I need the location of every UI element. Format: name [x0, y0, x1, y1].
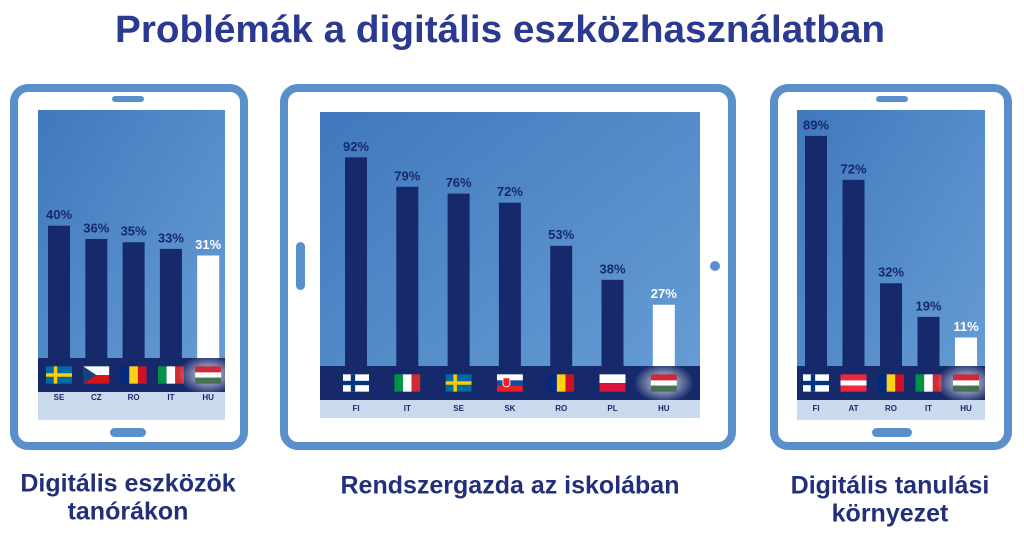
category-label: AT [848, 404, 858, 413]
tablet-buttons [110, 96, 912, 437]
value-label: 79% [394, 168, 420, 183]
bar [85, 238, 108, 358]
bar [447, 193, 470, 366]
category-label: CZ [91, 393, 102, 402]
flag [599, 374, 626, 392]
category-label: IT [404, 404, 411, 413]
flag [120, 366, 147, 384]
chart-caption: Digitális eszközök [20, 470, 235, 498]
category-label: RO [128, 393, 140, 402]
value-label: 32% [878, 265, 904, 280]
flag [548, 374, 575, 392]
value-label: 38% [599, 261, 625, 276]
flag [445, 374, 472, 392]
value-label: 35% [121, 224, 147, 239]
page-title: Problémák a digitális eszközhasználatban [115, 9, 885, 51]
flag [496, 374, 523, 392]
category-label: HU [960, 404, 972, 413]
flag [840, 374, 867, 392]
flag [343, 374, 369, 392]
category-label: PL [607, 404, 617, 413]
label-strips [38, 392, 985, 420]
flag [195, 366, 222, 384]
value-label: 33% [158, 230, 184, 245]
charts: 40% SE 36% CZ 35% RO 33% IT 31% HU Digitális eszkö… [20, 117, 996, 528]
value-label: 92% [343, 139, 369, 154]
value-label: 72% [840, 161, 866, 176]
value-label: 89% [803, 117, 829, 132]
category-label: RO [885, 404, 897, 413]
bar [652, 304, 675, 366]
chart-caption: tanórákon [68, 498, 189, 526]
value-label: 53% [548, 227, 574, 242]
flag [394, 374, 421, 392]
bar [805, 135, 827, 366]
flag [953, 374, 979, 392]
value-label: 31% [195, 237, 221, 252]
bar [159, 248, 182, 358]
bar [601, 279, 624, 366]
bar [396, 186, 419, 366]
bar [842, 179, 865, 366]
value-label: 40% [46, 207, 72, 222]
flag [878, 374, 904, 392]
tablet-frames [10, 84, 1012, 450]
category-label: FI [812, 404, 819, 413]
bar [498, 202, 521, 366]
bar [345, 157, 367, 366]
chart-caption: Digitális tanulási [791, 472, 990, 500]
category-label: SE [54, 393, 65, 402]
flag [803, 374, 829, 392]
category-label: SK [504, 404, 515, 413]
category-label: IT [925, 404, 932, 413]
category-label: RO [555, 404, 567, 413]
bar [48, 225, 70, 358]
bar [955, 337, 977, 366]
bar [122, 242, 145, 358]
flag [83, 366, 110, 384]
bar [550, 245, 573, 366]
value-label: 11% [953, 319, 979, 334]
category-label: IT [167, 393, 174, 402]
category-label: FI [352, 404, 359, 413]
chart-caption: Rendszergazda az iskolában [340, 472, 679, 500]
chart-caption: környezet [832, 500, 949, 528]
bar [917, 316, 940, 366]
value-label: 36% [83, 220, 109, 235]
category-label: HU [202, 393, 214, 402]
value-label: 72% [497, 184, 523, 199]
category-label: SE [453, 404, 464, 413]
value-label: 19% [915, 298, 941, 313]
flag [46, 366, 72, 384]
bar [197, 255, 220, 358]
category-label: HU [658, 404, 670, 413]
value-label: 76% [446, 175, 472, 190]
bar [880, 283, 902, 366]
value-label: 27% [651, 286, 677, 301]
flag [650, 374, 677, 392]
